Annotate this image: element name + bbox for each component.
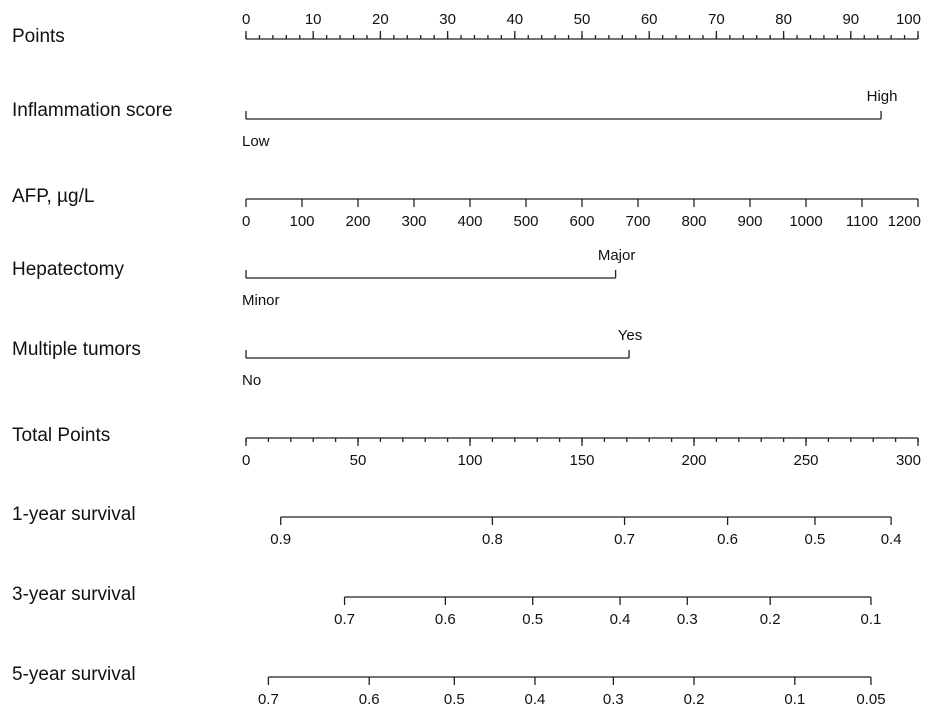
- tick-label: 50: [350, 452, 367, 469]
- tick-label: 80: [775, 11, 792, 28]
- tick-label: 0.5: [805, 531, 826, 548]
- tick-label: 0.7: [258, 691, 279, 708]
- tick-label: 0: [242, 11, 250, 28]
- tick-label: 300: [896, 452, 921, 469]
- tick-label: 200: [345, 213, 370, 230]
- tick-label: 0.1: [784, 691, 805, 708]
- tick-label: 1100: [846, 213, 878, 230]
- tick-label: 1000: [789, 213, 822, 230]
- tick-label: 0.8: [482, 531, 503, 548]
- tick-label: 0.9: [270, 531, 291, 548]
- tick-label: 0: [242, 452, 250, 469]
- category-label: Major: [598, 247, 636, 264]
- tick-label: 0.5: [522, 611, 543, 628]
- tick-label: 0.05: [856, 691, 885, 708]
- category-label: Low: [242, 133, 270, 150]
- tick-label: 0.3: [677, 611, 698, 628]
- tick-label: 700: [625, 213, 650, 230]
- tick-label: 0.3: [603, 691, 624, 708]
- tick-label: 30: [439, 11, 456, 28]
- tick-label: 100: [896, 11, 921, 28]
- tick-label: 60: [641, 11, 658, 28]
- tick-label: 0.1: [861, 611, 882, 628]
- category-label: No: [242, 372, 261, 389]
- tick-label: 0.6: [359, 691, 380, 708]
- row-label-multiple_tumors: Multiple tumors: [12, 339, 141, 360]
- tick-label: 0.2: [684, 691, 705, 708]
- tick-label: 0.6: [435, 611, 456, 628]
- tick-label: 10: [305, 11, 322, 28]
- nomogram-row-afp: AFP, µg/L 0 100 200 300 400 500 600 700 800 900 100…: [12, 186, 921, 230]
- row-label-afp: AFP, µg/L: [12, 186, 94, 207]
- row-label-points: Points: [12, 26, 65, 47]
- nomogram-row-hepatectomy: Hepatectomy Minor Major: [12, 247, 635, 309]
- tick-label: 50: [574, 11, 591, 28]
- category-label: High: [867, 88, 898, 105]
- tick-label: 0.5: [444, 691, 465, 708]
- tick-label: 0: [242, 213, 250, 230]
- tick-label: 300: [401, 213, 426, 230]
- tick-label: 150: [569, 452, 594, 469]
- tick-label: 90: [842, 11, 859, 28]
- tick-label: 0.4: [610, 611, 631, 628]
- tick-label: 600: [569, 213, 594, 230]
- nomogram-row-multiple_tumors: Multiple tumors No Yes: [12, 327, 642, 389]
- tick-label: 400: [457, 213, 482, 230]
- nomogram-row-points: Points 0 10 20 30 40 50 60 70 80 90 100: [12, 11, 921, 47]
- tick-label: 0.6: [717, 531, 738, 548]
- tick-label: 20: [372, 11, 389, 28]
- tick-label: 250: [793, 452, 818, 469]
- tick-label: 40: [506, 11, 523, 28]
- nomogram-row-survival_3y: 3-year survival 0.7 0.6 0.5 0.4 0.3 0.2 0.1: [12, 584, 881, 628]
- nomogram-row-survival_1y: 1-year survival 0.9 0.8 0.7 0.6 0.5 0.4: [12, 504, 902, 548]
- nomogram-rows: Points 0 10 20 30 40 50 60 70 80 90 100 Inflammation…: [12, 11, 921, 708]
- tick-label: 100: [289, 213, 314, 230]
- tick-label: 70: [708, 11, 725, 28]
- category-label: Minor: [242, 292, 280, 309]
- row-label-survival_5y: 5-year survival: [12, 664, 136, 685]
- row-label-survival_3y: 3-year survival: [12, 584, 136, 605]
- tick-label: 0.7: [334, 611, 355, 628]
- row-label-survival_1y: 1-year survival: [12, 504, 136, 525]
- tick-label: 0.4: [525, 691, 546, 708]
- tick-label: 800: [681, 213, 706, 230]
- tick-label: 0.4: [881, 531, 902, 548]
- nomogram-row-inflammation_score: Inflammation score Low High: [12, 88, 897, 150]
- category-label: Yes: [618, 327, 642, 344]
- nomogram-row-total_points: Total Points 0 50 100 150 200 250 300: [12, 425, 921, 469]
- tick-label: 500: [513, 213, 538, 230]
- row-label-inflammation_score: Inflammation score: [12, 100, 173, 121]
- tick-label: 900: [737, 213, 762, 230]
- nomogram-row-survival_5y: 5-year survival 0.7 0.6 0.5 0.4 0.3 0.2 0.1 0.05: [12, 664, 886, 708]
- tick-label: 100: [457, 452, 482, 469]
- tick-label: 0.2: [760, 611, 781, 628]
- row-label-hepatectomy: Hepatectomy: [12, 259, 124, 280]
- row-label-total_points: Total Points: [12, 425, 110, 446]
- tick-label: 1200: [888, 213, 921, 230]
- tick-label: 200: [681, 452, 706, 469]
- tick-label: 0.7: [614, 531, 635, 548]
